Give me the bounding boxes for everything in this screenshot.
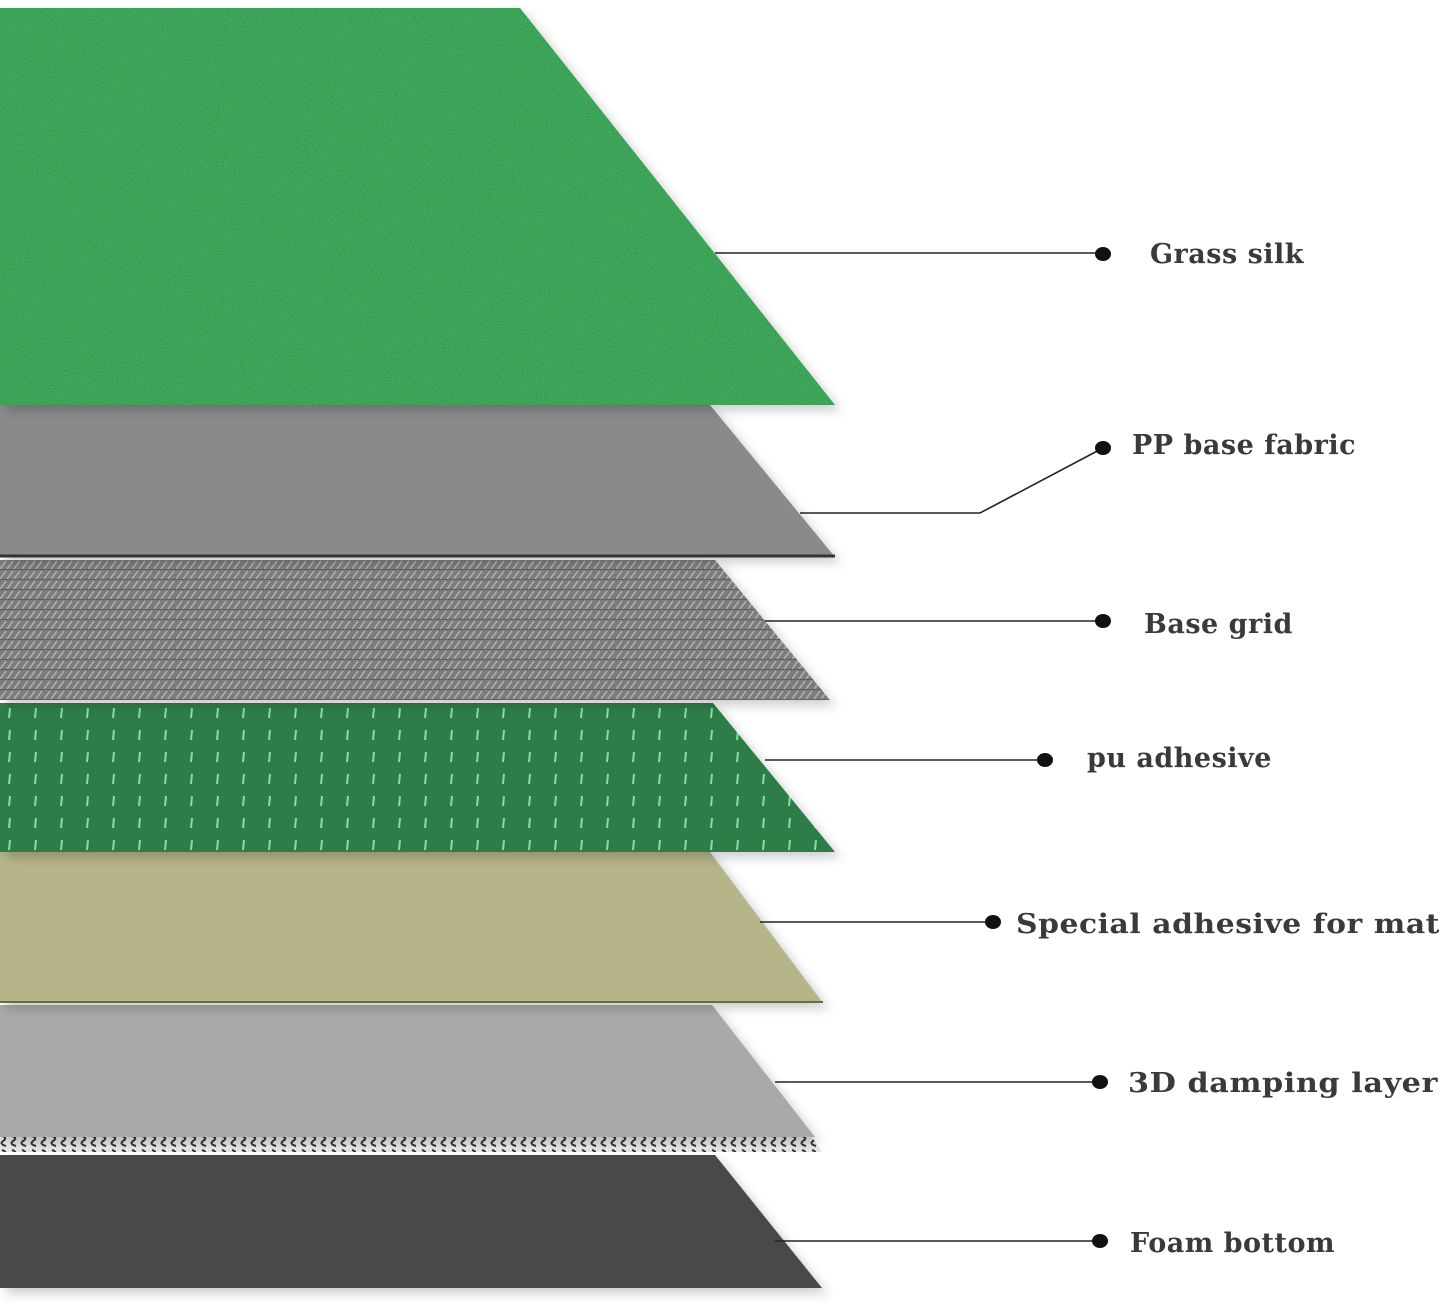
label-base-grid: Base grid [1144,609,1293,640]
leader-dot [1095,247,1111,261]
layer-3d-damping-edge [0,1137,822,1152]
layer-foam-bottom [0,1155,822,1288]
label-grass-silk: Grass silk [1150,239,1305,270]
leader-dots [985,247,1111,1248]
layer-pp-base-fabric [0,405,835,557]
leader-dot [985,915,1001,929]
label-foam-bottom: Foam bottom [1130,1228,1335,1259]
label-special-adhesive: Special adhesive for mat [1016,909,1440,940]
leader-lines [715,252,1104,1242]
layer-3d-damping [0,1005,815,1137]
label-pu-adhesive: pu adhesive [1087,743,1272,774]
layer-pu-adhesive [0,703,835,852]
leader-dot [1092,1234,1108,1248]
leader-dot [1092,1075,1108,1089]
label-3d-damping-layer: 3D damping layer [1128,1068,1438,1099]
layer-special-adhesive [0,852,823,1003]
leader-line-pp-base-fabric [800,447,1104,514]
leader-dot [1095,441,1111,455]
layer-base-grid [0,560,830,700]
label-pp-base-fabric: PP base fabric [1132,430,1356,461]
grass-texture [0,8,835,405]
leader-dot [1095,614,1111,628]
leader-dot [1037,753,1053,767]
